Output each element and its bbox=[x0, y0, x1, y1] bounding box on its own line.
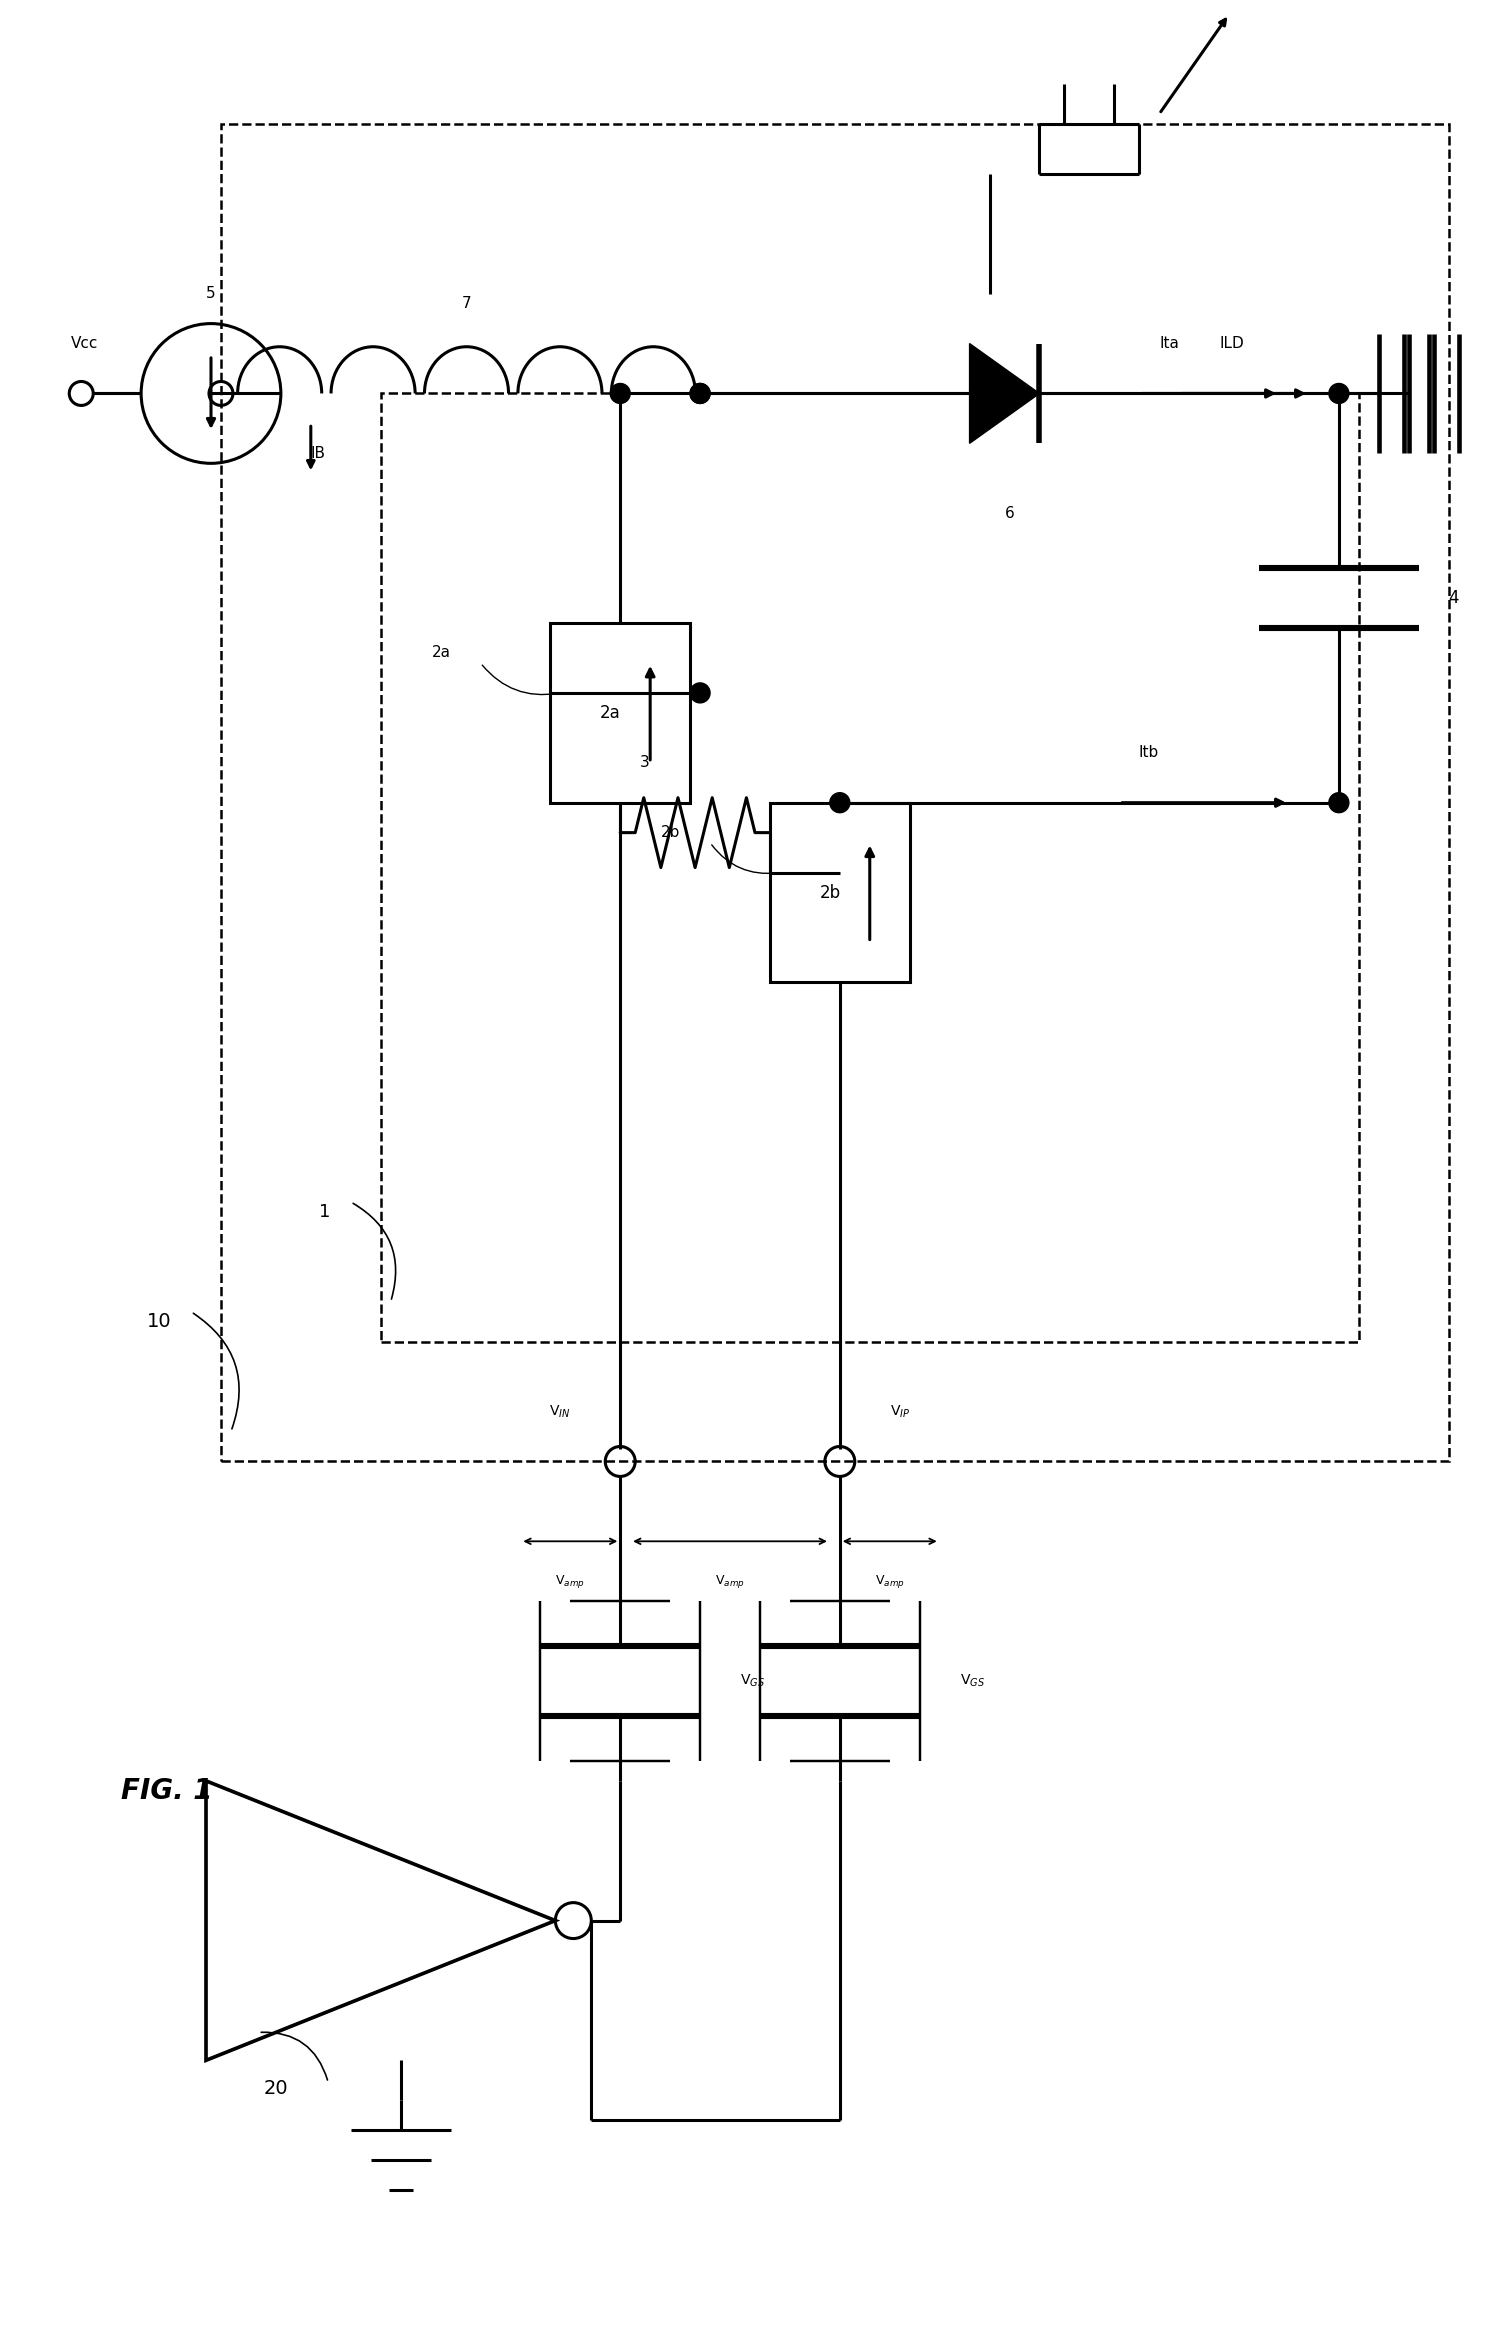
Text: 2a: 2a bbox=[600, 705, 621, 721]
Circle shape bbox=[610, 384, 630, 403]
Text: Vcc: Vcc bbox=[71, 335, 98, 351]
Bar bbox=[221, 124, 1449, 1461]
Bar bbox=[380, 393, 1359, 1342]
Text: 3: 3 bbox=[640, 754, 650, 771]
Text: 6: 6 bbox=[1005, 506, 1014, 520]
Text: 2b: 2b bbox=[820, 883, 841, 902]
Bar bbox=[551, 623, 691, 803]
Text: 1: 1 bbox=[319, 1204, 331, 1220]
Text: V$_{amp}$: V$_{amp}$ bbox=[716, 1574, 745, 1590]
Circle shape bbox=[691, 384, 710, 403]
Text: 4: 4 bbox=[1449, 590, 1460, 607]
Circle shape bbox=[830, 792, 849, 813]
Text: V$_{IP}$: V$_{IP}$ bbox=[890, 1403, 910, 1419]
Circle shape bbox=[1329, 384, 1348, 403]
Text: V$_{amp}$: V$_{amp}$ bbox=[875, 1574, 904, 1590]
Text: 10: 10 bbox=[147, 1312, 171, 1330]
Circle shape bbox=[691, 684, 710, 703]
Polygon shape bbox=[970, 344, 1040, 443]
Text: Itb: Itb bbox=[1139, 745, 1160, 761]
Text: IB: IB bbox=[310, 445, 325, 461]
Text: FIG. 1: FIG. 1 bbox=[122, 1778, 212, 1806]
Text: 2a: 2a bbox=[432, 646, 450, 660]
Text: 7: 7 bbox=[462, 295, 471, 311]
Circle shape bbox=[691, 384, 710, 403]
Text: 20: 20 bbox=[263, 2080, 288, 2098]
Text: V$_{GS}$: V$_{GS}$ bbox=[740, 1672, 765, 1689]
Text: 5: 5 bbox=[206, 286, 215, 302]
Circle shape bbox=[1329, 792, 1348, 813]
Text: 2b: 2b bbox=[661, 824, 680, 841]
Text: V$_{IN}$: V$_{IN}$ bbox=[549, 1403, 570, 1419]
Text: Ita: Ita bbox=[1160, 335, 1179, 351]
Text: V$_{amp}$: V$_{amp}$ bbox=[555, 1574, 585, 1590]
Bar bbox=[769, 803, 910, 981]
Text: V$_{GS}$: V$_{GS}$ bbox=[959, 1672, 985, 1689]
Text: ILD: ILD bbox=[1219, 335, 1244, 351]
